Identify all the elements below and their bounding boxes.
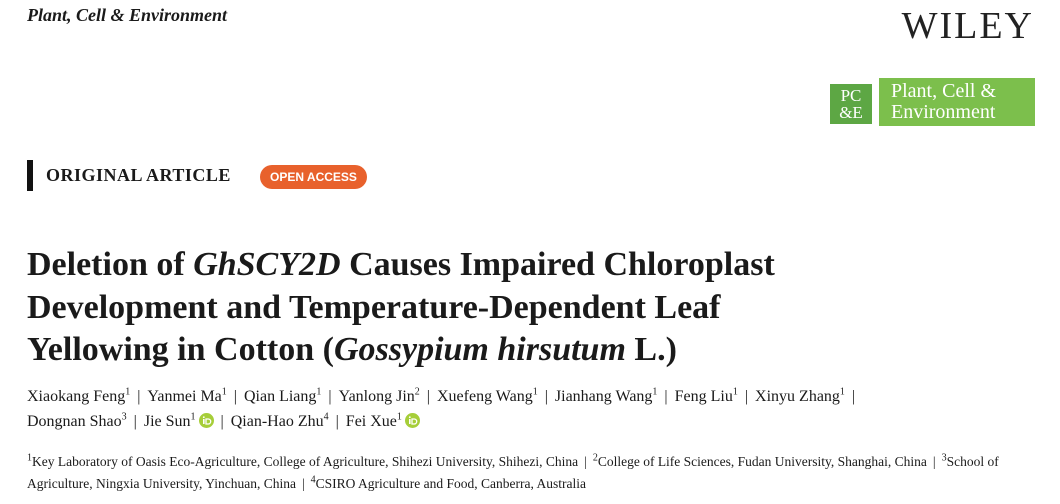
- orcid-icon[interactable]: [198, 413, 214, 428]
- author-affiliation-ref: 1: [221, 386, 227, 398]
- title-segment: Development and Temperature-Dependent Le…: [27, 288, 721, 326]
- separator: |: [137, 388, 141, 405]
- title-line: Deletion of GhSCY2D Causes Impaired Chlo…: [27, 244, 775, 287]
- author-name: Dongnan Shao: [27, 413, 122, 430]
- affiliation-text: School of Agriculture, Ningxia Universit…: [27, 454, 999, 491]
- affiliation-text: College of Life Sciences, Fudan Universi…: [597, 454, 927, 469]
- mark-bottom: &E: [839, 103, 863, 122]
- separator: |: [328, 388, 332, 405]
- affiliation-number: 3: [941, 452, 947, 464]
- separator: |: [133, 413, 137, 430]
- separator: |: [426, 388, 430, 405]
- affiliation-number: 2: [592, 452, 598, 464]
- affiliation-text: CSIRO Agriculture and Food, Canberra, Au…: [315, 476, 586, 491]
- author-name: Feng Liu: [674, 388, 733, 405]
- author-affiliation-ref: 1: [190, 411, 196, 423]
- author-line: Dongnan Shao3 | Jie Sun1 | Qian-Hao Zhu4 | Fei…: [27, 409, 862, 434]
- separator: |: [220, 413, 224, 430]
- separator: |: [851, 388, 856, 405]
- mark-top: PC: [840, 86, 862, 105]
- author-affiliation-ref: 1: [532, 386, 538, 398]
- title-segment: Yellowing in Cotton (: [27, 331, 334, 368]
- author-affiliation-ref: 1: [396, 411, 402, 423]
- title-line: Yellowing in Cotton (Gossypium hirsutum …: [27, 329, 775, 372]
- author-line: Xiaokang Feng1 | Yanmei Ma1 | Qian Liang1 | Ya…: [27, 384, 862, 409]
- title-segment: Deletion of: [27, 246, 194, 283]
- author-affiliation-ref: 1: [652, 386, 658, 398]
- separator: |: [233, 388, 237, 405]
- separator: |: [744, 388, 749, 405]
- author-affiliation-ref: 4: [323, 411, 329, 423]
- separator: |: [544, 388, 548, 405]
- author-name: Xuefeng Wang: [436, 388, 533, 405]
- article-title: Deletion of GhSCY2D Causes Impaired Chlo…: [27, 244, 775, 372]
- author-list: Xiaokang Feng1 | Yanmei Ma1 | Qian Liang1 | Ya…: [27, 384, 862, 434]
- journal-name: Plant, Cell & Environment: [27, 5, 228, 25]
- section-bar: [27, 160, 33, 191]
- author-affiliation-ref: 1: [125, 386, 131, 398]
- separator: |: [664, 388, 668, 405]
- author-affiliation-ref: 2: [414, 386, 420, 398]
- author-name: Fei Xue: [345, 413, 397, 430]
- author-affiliation-ref: 1: [316, 386, 322, 398]
- article-type: ORIGINAL ARTICLE: [46, 165, 231, 185]
- affiliation-number: 1: [27, 452, 32, 464]
- author-name: Yanmei Ma: [147, 388, 222, 405]
- separator: |: [584, 454, 587, 469]
- journal-mark: PC &E: [830, 84, 872, 124]
- open-access-badge: OPEN ACCESS: [260, 165, 367, 189]
- author-name: Qian Liang: [243, 388, 317, 405]
- separator: |: [301, 476, 305, 491]
- affiliation-number: 4: [310, 474, 316, 486]
- author-name: Jianhang Wang: [554, 388, 653, 405]
- title-line: Development and Temperature-Dependent Le…: [27, 287, 775, 330]
- journal-logo-name: Plant, Cell & Environment: [879, 78, 1035, 126]
- author-name: Xiaokang Feng: [27, 388, 126, 405]
- orcid-icon[interactable]: [404, 413, 420, 428]
- logo-line: Environment: [891, 101, 996, 123]
- author-affiliation-ref: 1: [839, 386, 845, 398]
- title-segment: L.): [625, 331, 677, 368]
- author-name: Xinyu Zhang: [755, 388, 840, 405]
- author-affiliation-ref: 3: [121, 411, 127, 423]
- affiliation-list: 1Key Laboratory of Oasis Eco-Agriculture…: [27, 451, 1037, 495]
- author-name: Yanlong Jin: [338, 388, 415, 405]
- title-segment: GhSCY2D: [193, 246, 341, 283]
- title-segment: Causes Impaired Chloroplast: [340, 246, 775, 283]
- title-segment: Gossypium hirsutum: [333, 331, 626, 368]
- logo-line: Plant, Cell &: [891, 80, 996, 102]
- publisher-logo: WILEY: [901, 5, 1034, 47]
- author-name: Qian-Hao Zhu: [230, 413, 324, 430]
- separator: |: [335, 413, 339, 430]
- separator: |: [932, 454, 936, 469]
- affiliation-text: Key Laboratory of Oasis Eco-Agriculture,…: [32, 454, 579, 469]
- author-name: Jie Sun: [143, 413, 191, 430]
- author-affiliation-ref: 1: [732, 386, 738, 398]
